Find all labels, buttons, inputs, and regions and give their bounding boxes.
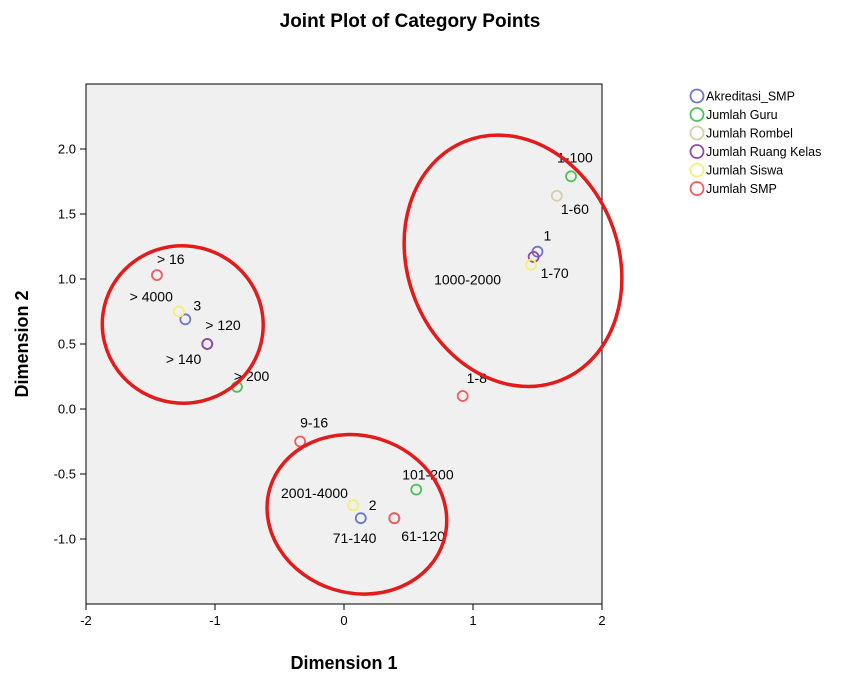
y-axis-title: Dimension 2 — [12, 290, 32, 397]
legend-label: Jumlah Guru — [706, 108, 778, 122]
y-tick-label: 1.0 — [58, 272, 76, 287]
legend-marker — [689, 162, 705, 178]
legend-label: Jumlah Ruang Kelas — [706, 145, 821, 159]
data-point — [565, 170, 577, 183]
data-point — [201, 338, 214, 350]
cluster-ellipse — [100, 244, 265, 405]
plot-area — [85, 83, 603, 605]
data-point — [172, 305, 185, 318]
y-tick-label: -1.0 — [54, 532, 76, 547]
legend-label: Jumlah Rombel — [706, 127, 793, 141]
x-axis-title: Dimension 1 — [290, 653, 397, 673]
y-axis: -1.0 -0.5 0.0 0.5 1.0 1.5 2.0 — [54, 142, 86, 547]
y-tick-label: 0.5 — [58, 337, 76, 352]
data-point — [456, 390, 469, 402]
data-point — [388, 512, 401, 525]
cluster-ellipse — [265, 432, 449, 596]
x-axis: -2 -1 0 1 2 — [80, 604, 606, 628]
legend-marker — [689, 88, 705, 104]
point-label: > 200 — [234, 368, 270, 384]
legend-label: Akreditasi_SMP — [706, 90, 795, 104]
cluster-ellipse — [402, 133, 624, 389]
legend-marker — [689, 125, 705, 141]
y-tick-label: -0.5 — [54, 467, 76, 482]
point-label: 1-70 — [541, 265, 569, 281]
legend-marker — [689, 107, 705, 122]
point-label: 3 — [193, 297, 201, 313]
chart-title: Joint Plot of Category Points — [280, 11, 541, 32]
data-point — [410, 483, 423, 496]
x-tick-label: 1 — [469, 613, 476, 628]
point-label: > 120 — [205, 317, 241, 333]
y-tick-label: 2.0 — [58, 142, 76, 157]
data-point — [294, 435, 307, 448]
point-label: 1-60 — [561, 201, 589, 217]
data-points — [151, 170, 577, 525]
data-point — [179, 313, 192, 326]
point-label: > 140 — [166, 351, 202, 367]
point-label: 1000-2000 — [434, 272, 501, 288]
data-point — [354, 512, 367, 525]
data-point — [151, 269, 163, 282]
legend-marker — [689, 181, 705, 196]
x-tick-label: 0 — [340, 613, 347, 628]
point-label: > 16 — [157, 251, 185, 267]
y-tick-label: 0.0 — [58, 402, 76, 417]
y-tick-label: 1.5 — [58, 207, 76, 222]
data-point — [527, 250, 540, 263]
legend-label: Jumlah SMP — [706, 182, 777, 196]
point-label: 1 — [544, 228, 552, 244]
data-point — [525, 258, 537, 271]
point-label: 9-16 — [300, 415, 328, 431]
x-tick-label: -2 — [80, 613, 92, 628]
x-tick-label: -1 — [209, 613, 221, 628]
x-tick-label: 2 — [598, 613, 605, 628]
point-label: 101-200 — [402, 467, 454, 483]
point-label: 71-140 — [333, 530, 377, 546]
legend-marker — [689, 144, 705, 159]
legend: Akreditasi_SMP Jumlah Guru Jumlah Rombel Ju… — [689, 88, 821, 196]
point-label: 2 — [369, 497, 377, 513]
point-label: > 4000 — [130, 289, 173, 305]
data-point — [347, 499, 359, 512]
point-label: 61-120 — [401, 528, 445, 544]
data-point — [550, 189, 563, 202]
cluster-annotations — [100, 133, 624, 596]
point-label: 2001-4000 — [281, 485, 348, 501]
legend-label: Jumlah Siswa — [706, 164, 783, 178]
